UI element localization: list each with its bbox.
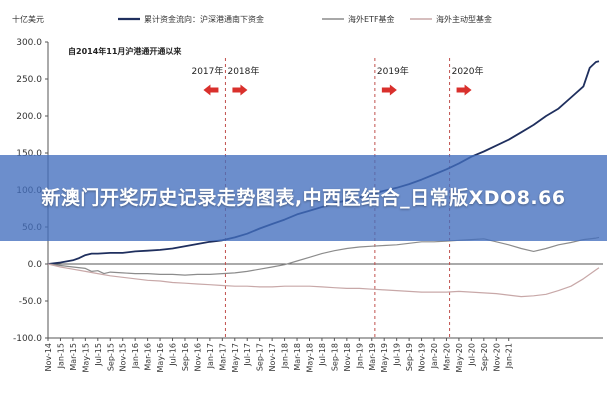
x-tick-label: Sep-18 bbox=[330, 343, 339, 371]
x-tick-label: Nov-17 bbox=[268, 343, 277, 371]
x-tick-label: Nov-16 bbox=[193, 343, 202, 371]
x-tick-label: Mar-19 bbox=[368, 343, 377, 371]
x-tick-label: Sep-19 bbox=[405, 343, 414, 371]
x-tick-label: Nov-20 bbox=[492, 343, 501, 371]
x-tick-label: Mar-15 bbox=[69, 343, 78, 371]
x-tick-label: Mar-17 bbox=[218, 343, 227, 371]
arrow-right-icon bbox=[232, 84, 248, 96]
x-tick-label: Jan-15 bbox=[56, 343, 65, 369]
y-tick-label: 150.0 bbox=[16, 149, 42, 159]
y-tick-label: 300.0 bbox=[16, 38, 42, 48]
x-tick-label: May-18 bbox=[305, 343, 314, 372]
y-tick-label: -50.0 bbox=[19, 297, 43, 307]
series-line-3 bbox=[47, 263, 600, 298]
y-tick-label: 200.0 bbox=[16, 112, 42, 122]
year-label: 2017年 bbox=[191, 65, 223, 77]
x-tick-label: Mar-18 bbox=[293, 343, 302, 371]
year-label: 2018年 bbox=[227, 65, 259, 77]
x-tick-label: Jul-16 bbox=[169, 343, 178, 367]
x-axis: Nov-14 Jan-15 Mar-15 May-15 Jul-15 Sep-15 Nov-… bbox=[44, 337, 603, 372]
x-tick-label: Sep-15 bbox=[106, 343, 115, 371]
x-tick-label: May-19 bbox=[380, 343, 389, 372]
x-tick-label: Jan-21 bbox=[505, 343, 514, 369]
x-tick-label: Jul-18 bbox=[318, 343, 327, 367]
x-tick-label: Jul-17 bbox=[243, 343, 252, 367]
y-tick-label: -100.0 bbox=[13, 334, 42, 344]
x-tick-label: May-17 bbox=[231, 343, 240, 372]
series-line-2 bbox=[47, 236, 600, 276]
x-tick-label: Nov-18 bbox=[343, 343, 352, 371]
x-tick-label: Sep-17 bbox=[256, 343, 265, 371]
overlay-title: 新澳门开奖历史记录走势图表,中西医结合_日常版XDO8.66 bbox=[41, 187, 566, 209]
chart-legend: 累计资金流向：沪深港通南下资金 海外ETF基金 海外主动型基金 bbox=[118, 14, 492, 24]
arrow-right-icon bbox=[381, 84, 397, 96]
x-tick-label: Sep-20 bbox=[480, 343, 489, 371]
legend-label: 累计资金流向：沪深港通南下资金 bbox=[144, 14, 264, 24]
legend-label: 海外ETF基金 bbox=[348, 14, 395, 24]
y-tick-label: 0.0 bbox=[28, 260, 43, 270]
x-tick-label: Jan-17 bbox=[206, 343, 215, 369]
x-tick-label: Mar-20 bbox=[442, 343, 451, 371]
y-tick-label: 250.0 bbox=[16, 75, 42, 85]
x-tick-label: Nov-14 bbox=[44, 343, 53, 371]
legend-label: 海外主动型基金 bbox=[436, 14, 492, 24]
x-tick-label: Jan-19 bbox=[355, 343, 364, 369]
x-tick-label: Jan-18 bbox=[281, 343, 290, 369]
x-tick-label: Jul-15 bbox=[94, 343, 103, 367]
chart-subtitle: 自2014年11月沪港通开通以来 bbox=[68, 46, 182, 56]
x-tick-label: Nov-19 bbox=[418, 343, 427, 371]
x-tick-label: Jan-20 bbox=[430, 343, 439, 369]
arrow-left-icon bbox=[203, 84, 219, 96]
x-tick-label: Jul-19 bbox=[393, 343, 402, 367]
x-tick-label: May-20 bbox=[455, 343, 464, 372]
overlay-banner: 新澳门开奖历史记录走势图表,中西医结合_日常版XDO8.66 bbox=[0, 155, 607, 241]
year-label: 2019年 bbox=[377, 65, 409, 77]
year-label: 2020年 bbox=[452, 65, 484, 77]
x-tick-label: Nov-15 bbox=[119, 343, 128, 371]
x-tick-label: Jul-20 bbox=[467, 343, 476, 367]
arrow-right-icon bbox=[456, 84, 472, 96]
x-tick-label: May-16 bbox=[156, 343, 165, 372]
x-tick-label: Mar-16 bbox=[144, 343, 153, 371]
x-tick-label: Sep-16 bbox=[181, 343, 190, 371]
x-tick-label: May-15 bbox=[81, 343, 90, 372]
x-tick-label: Jan-16 bbox=[131, 343, 140, 369]
y-unit-label: 十亿美元 bbox=[12, 14, 44, 24]
